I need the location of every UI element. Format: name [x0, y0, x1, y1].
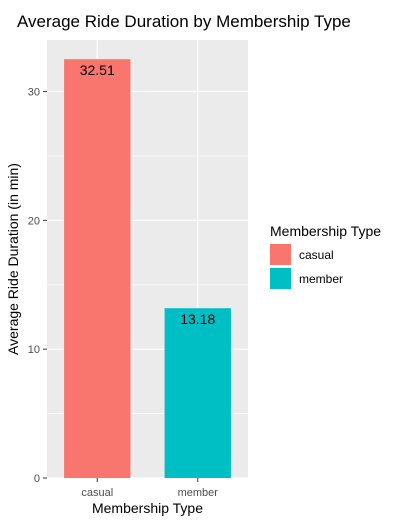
bar-member [164, 308, 231, 478]
y-axis: 0 10 20 30 [28, 87, 47, 485]
data-labels: 32.51 13.18 [80, 62, 216, 327]
legend-items: casual member [270, 244, 343, 289]
x-tick-label-casual: casual [81, 487, 113, 499]
x-axis-title: Membership Type [92, 500, 203, 516]
legend-label-casual: casual [299, 248, 334, 262]
bar-casual [64, 59, 131, 479]
x-axis: casual member [81, 478, 218, 499]
y-axis-title: Average Ride Duration (in min) [5, 163, 21, 355]
y-tick-label: 10 [28, 344, 40, 356]
data-label-member: 13.18 [180, 311, 215, 327]
chart-title: Average Ride Duration by Membership Type [17, 12, 351, 31]
y-tick-label: 0 [34, 473, 40, 485]
y-tick-label: 20 [28, 215, 40, 227]
legend-key-member [270, 268, 291, 289]
data-label-casual: 32.51 [80, 62, 115, 78]
bars [64, 59, 231, 479]
y-tick-label: 30 [28, 87, 40, 99]
legend-label-member: member [299, 272, 343, 286]
legend-title: Membership Type [270, 223, 381, 239]
legend: Membership Type casual member [270, 223, 381, 289]
x-tick-label-member: member [178, 487, 219, 499]
legend-key-casual [270, 244, 291, 265]
